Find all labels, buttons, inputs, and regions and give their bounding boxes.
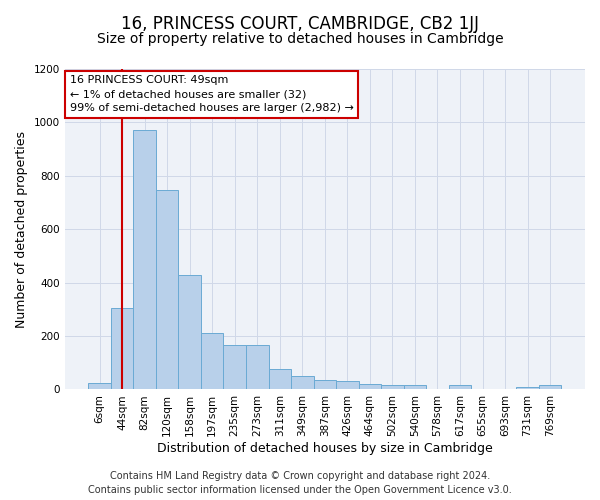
Text: Size of property relative to detached houses in Cambridge: Size of property relative to detached ho… <box>97 32 503 46</box>
Bar <box>88 383 111 390</box>
Bar <box>246 346 269 390</box>
Text: Contains HM Land Registry data © Crown copyright and database right 2024.
Contai: Contains HM Land Registry data © Crown c… <box>88 471 512 495</box>
Bar <box>336 382 359 390</box>
Bar <box>291 376 314 390</box>
Bar <box>111 308 133 390</box>
Y-axis label: Number of detached properties: Number of detached properties <box>15 130 28 328</box>
Bar <box>133 130 156 390</box>
Bar <box>314 380 336 390</box>
Bar <box>449 386 471 390</box>
Bar <box>178 274 201 390</box>
Bar <box>359 384 381 390</box>
Bar <box>269 370 291 390</box>
X-axis label: Distribution of detached houses by size in Cambridge: Distribution of detached houses by size … <box>157 442 493 455</box>
Bar <box>223 346 246 390</box>
Bar <box>516 387 539 390</box>
Bar <box>381 386 404 390</box>
Bar <box>201 334 223 390</box>
Bar <box>156 190 178 390</box>
Bar <box>539 386 562 390</box>
Bar <box>404 386 426 390</box>
Text: 16 PRINCESS COURT: 49sqm
← 1% of detached houses are smaller (32)
99% of semi-de: 16 PRINCESS COURT: 49sqm ← 1% of detache… <box>70 76 354 114</box>
Text: 16, PRINCESS COURT, CAMBRIDGE, CB2 1JJ: 16, PRINCESS COURT, CAMBRIDGE, CB2 1JJ <box>121 15 479 33</box>
